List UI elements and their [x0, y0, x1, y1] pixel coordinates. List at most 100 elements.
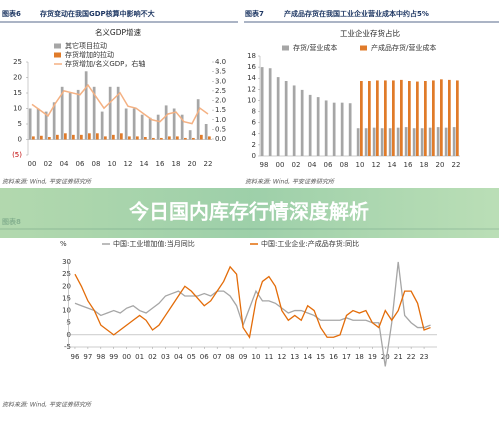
- bar: [380, 128, 384, 156]
- y2-tick-label: 2.0: [215, 97, 226, 105]
- x-tick-label: 12: [124, 160, 133, 168]
- x-tick-label: 11: [264, 353, 273, 361]
- x-tick-label: 16: [156, 160, 165, 168]
- x-tick-label: 14: [140, 160, 149, 168]
- bar: [408, 81, 411, 156]
- line: [31, 83, 209, 125]
- y2-tick-label: 2.5: [215, 87, 226, 95]
- legend-swatch: [360, 45, 367, 51]
- bar: [44, 111, 48, 140]
- x-tick-label: 04: [308, 161, 317, 169]
- bar: [396, 127, 400, 156]
- legend-label: 中国:工业企业:产成品存货:同比: [261, 239, 359, 248]
- x-tick-label: 02: [44, 160, 53, 168]
- bar: [208, 136, 211, 140]
- bar: [48, 137, 51, 140]
- bar: [400, 79, 403, 156]
- source: 资料来源: Wind, 平安证券研究所: [2, 401, 92, 409]
- x-tick-label: 02: [292, 161, 301, 169]
- y-tick-label: 10: [13, 105, 22, 113]
- bar: [268, 68, 272, 156]
- y2-tick-label: 4.0: [215, 58, 226, 66]
- bar: [168, 136, 171, 140]
- bar: [80, 134, 83, 140]
- bar: [452, 127, 456, 156]
- legend-label: 存货/营业成本: [293, 43, 337, 52]
- x-tick-label: 10: [252, 353, 261, 361]
- legend-label: 存货增加的拉动: [65, 50, 114, 59]
- bar: [136, 136, 139, 140]
- legend-label: 产成品存货/营业成本: [371, 43, 436, 52]
- bar: [72, 134, 75, 140]
- x-tick-label: 18: [355, 353, 364, 361]
- y-tick-label: 0: [18, 136, 22, 144]
- x-tick-label: 15: [316, 353, 325, 361]
- chart-subtitle: 工业企业存货占比: [340, 28, 400, 38]
- x-tick-label: 07: [213, 353, 222, 361]
- x-tick-label: 99: [109, 353, 118, 361]
- legend-swatch: [282, 45, 289, 51]
- bar: [188, 130, 192, 140]
- bar: [372, 127, 376, 156]
- y2-tick-label: 0.5: [215, 125, 226, 133]
- bar: [316, 97, 320, 156]
- bar: [152, 137, 155, 140]
- chart-title-text: 产成品存货在我国工业企业营业成本中约占5%: [284, 9, 429, 18]
- x-tick-label: 06: [76, 160, 85, 168]
- source: 资料来源: Wind, 平安证券研究所: [245, 178, 335, 186]
- y2-tick-label: 3.5: [215, 68, 226, 76]
- bar: [84, 71, 88, 140]
- y-tick-label: 15: [13, 89, 22, 97]
- bar: [96, 133, 99, 140]
- y-tick-label: 5: [18, 120, 22, 128]
- bar: [420, 128, 424, 156]
- bar: [88, 133, 91, 140]
- bar: [104, 136, 107, 140]
- x-tick-label: 01: [135, 353, 144, 361]
- bar: [384, 80, 387, 156]
- bar: [148, 117, 152, 140]
- bar: [440, 79, 443, 156]
- bar: [428, 127, 432, 156]
- bar: [332, 102, 336, 156]
- bar: [308, 94, 312, 156]
- x-tick-label: 12: [372, 161, 381, 169]
- bar: [76, 89, 80, 140]
- y-tick-label: 12: [247, 85, 256, 93]
- chart-subtitle: 名义GDP增速: [95, 27, 142, 37]
- x-tick-label: 00: [122, 353, 131, 361]
- x-tick-label: 10: [108, 160, 117, 168]
- x-tick-label: 12: [277, 353, 286, 361]
- bar: [128, 136, 131, 140]
- y-tick-label: 5: [67, 319, 71, 327]
- bar: [340, 102, 344, 156]
- bar: [376, 80, 379, 156]
- line: [74, 265, 431, 339]
- bar: [132, 108, 136, 140]
- bar: [108, 86, 112, 140]
- bar: [388, 128, 392, 156]
- bar: [36, 108, 40, 140]
- x-tick-label: 22: [407, 353, 416, 361]
- bar: [116, 86, 120, 140]
- bar: [52, 102, 56, 140]
- bar: [164, 105, 168, 140]
- x-tick-label: 08: [340, 161, 349, 169]
- bar: [172, 108, 176, 140]
- x-tick-label: 16: [329, 353, 338, 361]
- legend-label: 其它项目拉动: [65, 41, 107, 50]
- bar: [356, 128, 360, 156]
- y-tick-label: 18: [247, 52, 256, 60]
- bar: [196, 99, 200, 140]
- x-tick-label: 05: [187, 353, 196, 361]
- y-tick-label: 16: [247, 63, 256, 71]
- y-axis-label: %: [60, 240, 67, 248]
- bar: [112, 134, 115, 140]
- x-tick-label: 16: [404, 161, 413, 169]
- bar: [360, 81, 363, 156]
- x-tick-label: 09: [239, 353, 248, 361]
- bar: [364, 128, 368, 156]
- x-tick-label: 17: [342, 353, 351, 361]
- chart-title-text: 存货变动在我国GDP核算中影响不大: [40, 9, 155, 18]
